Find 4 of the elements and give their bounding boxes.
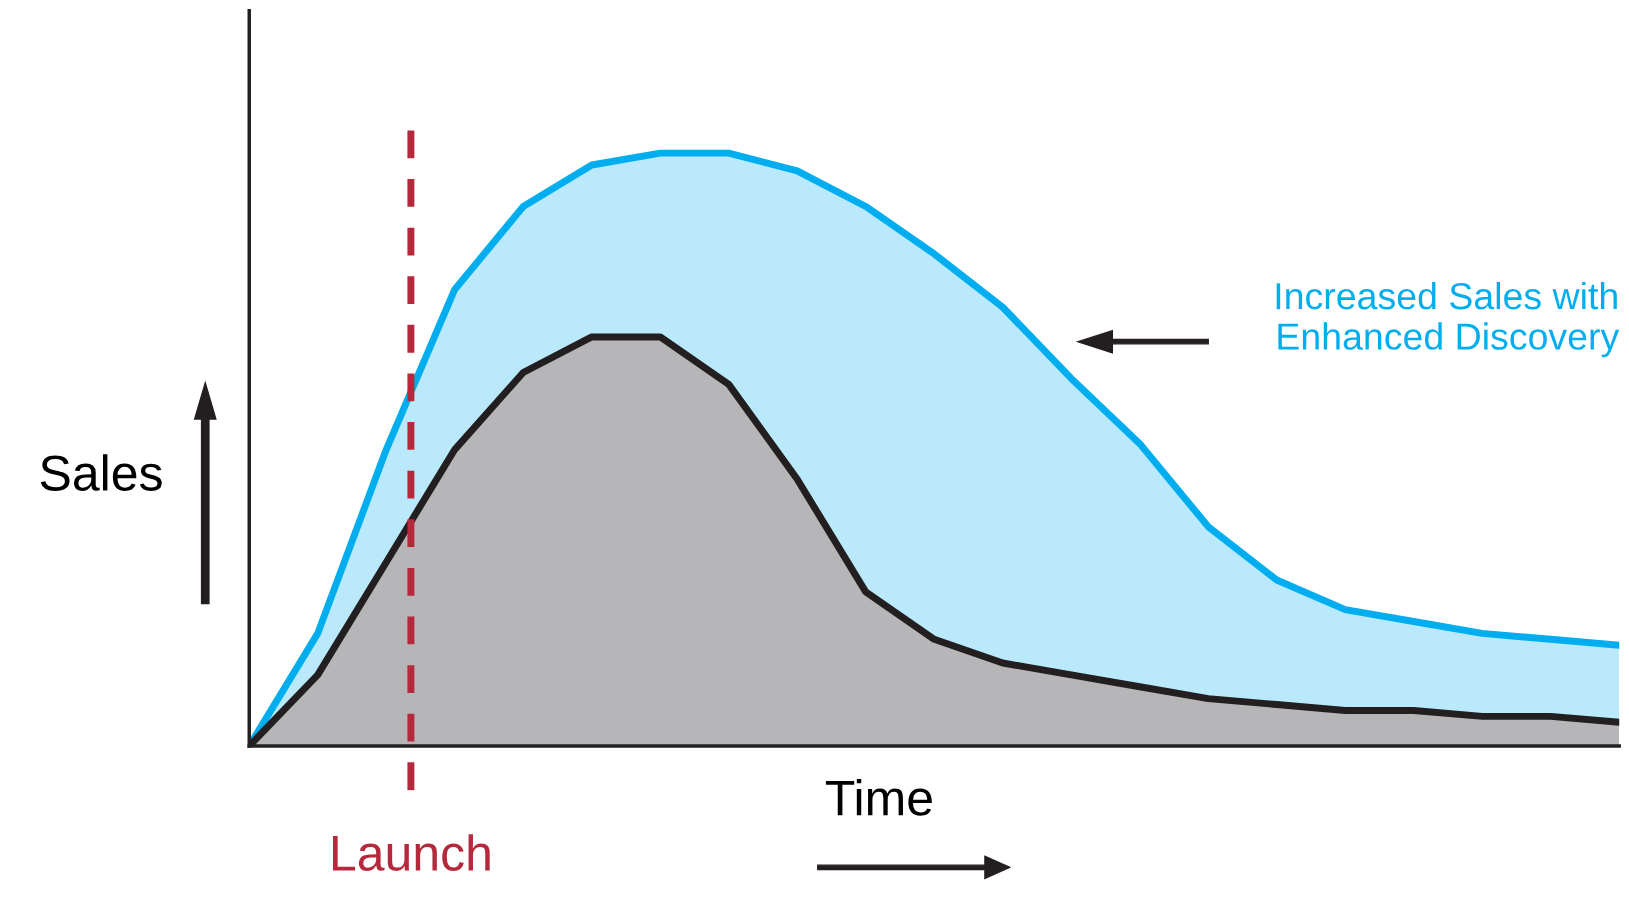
annotation: Increased Sales with Enhanced Discovery bbox=[1276, 281, 1620, 358]
text: Launch bbox=[332, 834, 490, 871]
y-axis-title: Sales bbox=[40, 454, 162, 491]
x-axis-title: Time bbox=[825, 779, 932, 816]
